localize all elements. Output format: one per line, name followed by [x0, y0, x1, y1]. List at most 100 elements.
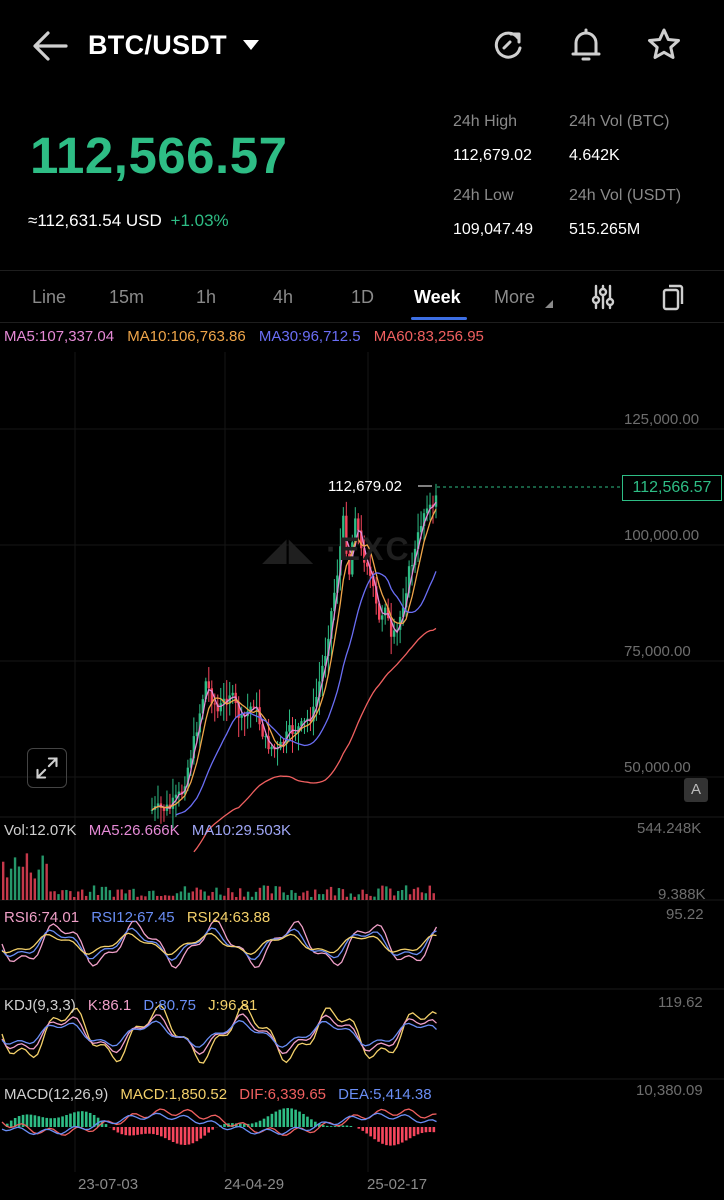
divider — [0, 270, 724, 271]
volume-bar — [199, 889, 202, 900]
bell-icon[interactable] — [568, 26, 604, 64]
volume-bar — [262, 885, 266, 900]
candle-body — [425, 508, 429, 514]
tab-1d[interactable]: 1D — [351, 287, 375, 307]
candle-body — [407, 566, 411, 594]
macd-bar — [385, 1127, 388, 1146]
active-tab-indicator — [411, 317, 467, 320]
volume-bar — [33, 878, 36, 900]
candle-body — [318, 681, 321, 697]
candle-body — [434, 495, 438, 507]
fullscreen-icon[interactable] — [27, 748, 67, 788]
ma-lines — [151, 501, 437, 853]
volume-bar — [365, 893, 368, 900]
candle-body — [395, 629, 399, 631]
volume-bar — [412, 888, 416, 900]
macd-bar — [270, 1113, 274, 1127]
rsi-legend: RSI6:74.01 RSI12:67.45 RSI24:63.88 — [4, 909, 278, 926]
vol-usdt-value: 515.265M — [569, 221, 641, 238]
ma60-line — [193, 627, 437, 853]
tab-more[interactable]: More — [494, 287, 536, 307]
candle-body — [252, 706, 255, 708]
candle-body — [354, 518, 357, 543]
last-price: 112,566.57 — [30, 127, 288, 184]
candle-body — [207, 681, 210, 689]
kline-chart[interactable] — [0, 322, 724, 1200]
candle-body — [264, 736, 267, 738]
tab-line[interactable]: Line — [32, 287, 67, 307]
rsi6-line — [1, 918, 438, 969]
volume-legend: Vol:12.07K MA5:26.666K MA10:29.503K — [4, 822, 299, 839]
kdj-legend: KDJ(9,3,3) K:86.1 D:80.75 J:96.81 — [4, 997, 265, 1014]
volume-bar — [65, 889, 68, 900]
macd-dea-value: DEA:5,414.38 — [338, 1086, 432, 1103]
vol-btc-label: 24h Vol (BTC) — [569, 113, 670, 130]
ma60-value: MA60:83,256.95 — [373, 328, 484, 345]
volume-bar — [321, 894, 325, 900]
volume-bar — [310, 896, 313, 900]
tab-week[interactable]: Week — [414, 287, 461, 307]
macd-bar — [420, 1127, 424, 1134]
back-arrow-icon[interactable] — [30, 28, 70, 64]
price-axis-label: 75,000.00 — [624, 643, 691, 660]
indicator-settings-icon[interactable] — [588, 282, 618, 312]
refresh-icon[interactable] — [490, 26, 526, 64]
macd-dea-line — [1, 1112, 437, 1136]
macd-bar — [325, 1125, 329, 1127]
star-icon[interactable] — [646, 26, 682, 64]
volume-bar — [132, 888, 135, 900]
kdj-j-line — [1, 1003, 437, 1064]
kdj-d-value: D:80.75 — [143, 997, 196, 1014]
macd-bar — [116, 1127, 120, 1133]
candle-body — [401, 607, 405, 617]
ma30-value: MA30:96,712.5 — [258, 328, 361, 345]
volume-bar — [361, 889, 364, 900]
macd-bar — [199, 1127, 203, 1139]
macd-bar — [144, 1127, 147, 1134]
volume-bar — [160, 896, 163, 900]
volume-bar — [404, 885, 408, 900]
candle-body — [294, 732, 297, 735]
macd-bar — [345, 1125, 349, 1127]
auto-scale-button[interactable]: A — [684, 778, 708, 802]
candle-body — [342, 515, 345, 547]
macd-bar — [49, 1118, 52, 1127]
chevron-down-icon[interactable] — [243, 40, 259, 50]
candle-body — [297, 726, 300, 733]
macd-bar — [187, 1127, 191, 1145]
volume-bar — [329, 886, 333, 900]
macd-bar — [408, 1127, 412, 1139]
tab-15m[interactable]: 15m — [109, 287, 145, 307]
volume-bar — [191, 891, 194, 900]
macd-bar — [179, 1127, 183, 1145]
usd-value-line: ≈112,631.54 USD +1.03% — [28, 211, 229, 231]
price-axis-label: 50,000.00 — [624, 759, 691, 776]
macd-bar — [171, 1127, 175, 1143]
candle-body — [339, 546, 342, 576]
volume-bar — [61, 890, 64, 900]
candle-body — [410, 565, 414, 567]
macd-max-label: 10,380.09 — [636, 1082, 703, 1099]
macd-bar — [69, 1113, 72, 1127]
volume-bar — [246, 891, 250, 900]
macd-bar — [373, 1127, 376, 1140]
macd-bar — [211, 1127, 214, 1130]
macd-bar — [163, 1127, 167, 1139]
candle-body — [219, 703, 222, 712]
volume-bar — [21, 866, 25, 900]
tab-1h[interactable]: 1h — [196, 287, 217, 307]
more-dropdown-icon[interactable] — [545, 300, 553, 308]
volume-bar — [314, 889, 317, 900]
volume-bar — [100, 886, 104, 900]
candle-body — [192, 736, 196, 759]
macd-bar — [203, 1127, 207, 1136]
candle-body — [195, 732, 199, 737]
macd-bar — [286, 1108, 289, 1127]
volume-value: Vol:12.07K — [4, 822, 77, 839]
trading-pair-title[interactable]: BTC/USDT — [88, 30, 227, 60]
tab-4h[interactable]: 4h — [273, 287, 294, 307]
candle-body — [369, 566, 372, 576]
copy-chart-icon[interactable] — [658, 282, 688, 312]
volume-bar — [140, 895, 143, 900]
volume-bar — [2, 861, 5, 900]
